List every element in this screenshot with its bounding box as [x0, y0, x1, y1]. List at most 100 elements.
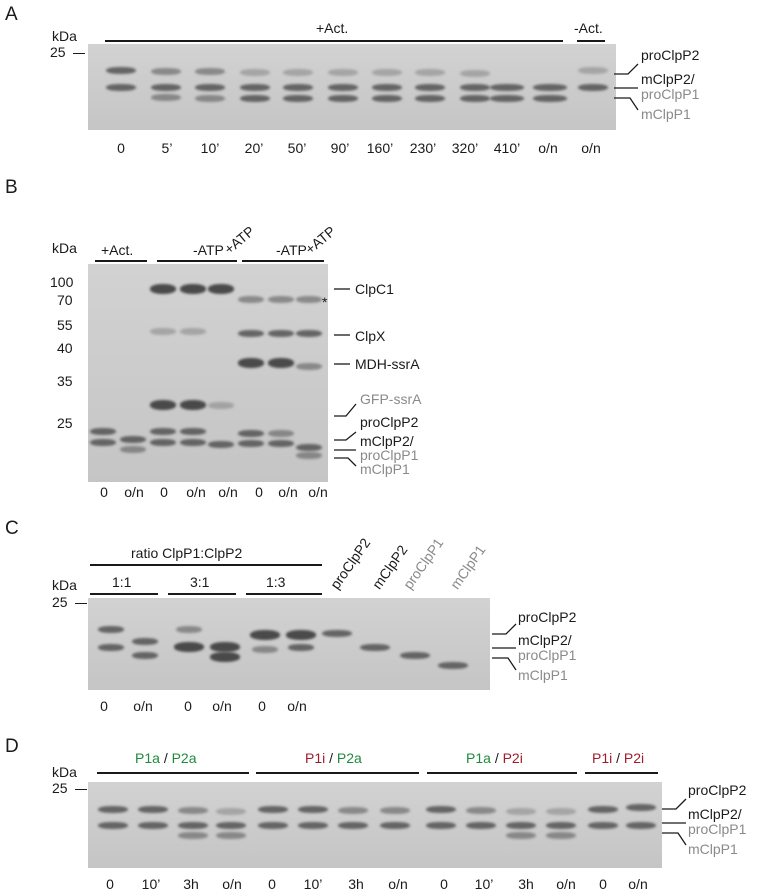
- label-clpx: ClpX: [355, 328, 386, 344]
- lane-label: o/n: [628, 876, 648, 892]
- lane-label: 230’: [409, 140, 437, 156]
- lane-label: 10’: [303, 876, 323, 892]
- lane-label: o/n: [212, 698, 232, 714]
- marker-tick-d: [75, 789, 87, 790]
- group-2-p1: P1i: [305, 750, 326, 766]
- lane-label: 0: [599, 876, 607, 892]
- lane-label: 10’: [474, 876, 494, 892]
- group-1-p2: P2a: [171, 750, 197, 766]
- lane-label: o/n: [388, 876, 408, 892]
- group-3-sep: /: [494, 750, 499, 766]
- ratio-3-1: 3:1: [190, 574, 210, 590]
- marker-100: 100: [50, 274, 74, 290]
- lane-label: o/n: [287, 698, 307, 714]
- label-proclpp2-d: proClpP2: [688, 782, 747, 798]
- header-bar-act-a: [105, 40, 563, 42]
- lane-label: 0: [440, 876, 448, 892]
- lane-label: 0: [117, 140, 125, 156]
- label-proclpp1-d: proClpP1: [688, 821, 747, 837]
- lane-label: 0: [106, 876, 114, 892]
- lane-label: 10’: [141, 876, 161, 892]
- label-mclpp2-d: mClpP2/: [688, 806, 742, 822]
- group-bar-4: [585, 772, 658, 774]
- lane-label: 3h: [348, 876, 364, 892]
- lane-label: 0: [268, 876, 276, 892]
- label-proclpp2-b: proClpP2: [360, 414, 419, 430]
- group-1-sep: /: [163, 750, 168, 766]
- group-3-p1: P1a: [466, 750, 491, 766]
- group-bar-1: [97, 772, 249, 774]
- leader-lines-c: [492, 623, 517, 671]
- leader-lines-b: [334, 288, 357, 467]
- kda-label-c: kDa: [52, 577, 77, 593]
- lane-label: 5’: [161, 140, 173, 156]
- marker-55: 55: [57, 317, 73, 333]
- header-noact-a: -Act.: [574, 20, 603, 36]
- lane-label: 320’: [451, 140, 479, 156]
- group-bar-2: [256, 772, 419, 774]
- leader-lines-a: [614, 63, 639, 111]
- group-1-p1: P1a: [135, 750, 160, 766]
- group-3-p2: P2i: [502, 750, 523, 766]
- lane-label: o/n: [218, 484, 238, 500]
- group-header-2: P1i / P2a: [305, 750, 362, 766]
- lane-label: 160’: [366, 140, 394, 156]
- label-proclpp2-a: proClpP2: [641, 47, 700, 63]
- header-act-b: +Act.: [101, 242, 134, 258]
- leader-lines-d: [662, 798, 687, 846]
- marker-tick-c: [75, 603, 87, 604]
- panel-letter-a: A: [5, 4, 18, 25]
- marker-25-a: 25: [50, 44, 66, 60]
- lane-label: o/n: [538, 140, 558, 156]
- header-atp-minus-2: -ATP: [276, 242, 307, 258]
- marker-25-c: 25: [52, 594, 68, 610]
- lane-label: 0: [255, 484, 263, 500]
- gel-c: [88, 598, 490, 690]
- kda-label-b: kDa: [52, 240, 77, 256]
- rotated-mclpp1: mClpP1: [446, 542, 489, 592]
- lane-label: 0: [258, 698, 266, 714]
- group-bar-3: [427, 772, 577, 774]
- marker-25-b: 25: [57, 415, 73, 431]
- ratio-bar-1-1: [90, 593, 158, 595]
- rotated-proclpp2: proClpP2: [326, 535, 374, 592]
- label-star: *: [322, 294, 328, 310]
- label-proclpp2-c: proClpP2: [518, 609, 577, 625]
- kda-label-d: kDa: [52, 764, 77, 780]
- lane-label: 20’: [244, 140, 264, 156]
- label-proclpp1-b: proClpP1: [360, 447, 419, 463]
- gel-b: [88, 264, 328, 482]
- gel-a: [88, 44, 616, 130]
- group-4-p1: P1i: [592, 750, 613, 766]
- lane-label: 410’: [493, 140, 521, 156]
- label-proclpp1-a: proClpP1: [641, 86, 700, 102]
- lane-label: o/n: [556, 876, 576, 892]
- group-header-1: P1a / P2a: [135, 750, 197, 766]
- group-header-3: P1a / P2i: [466, 750, 523, 766]
- header-bar-noact-a: [577, 40, 605, 42]
- lane-label: o/n: [308, 484, 328, 500]
- lane-label: o/n: [186, 484, 206, 500]
- group-2-sep: /: [329, 750, 334, 766]
- ratio-bar-3-1: [168, 593, 236, 595]
- kda-label-a: kDa: [52, 28, 77, 44]
- ratio-1-1: 1:1: [112, 574, 132, 590]
- lane-label: 90’: [330, 140, 350, 156]
- lane-label: o/n: [222, 876, 242, 892]
- header-act-a: +Act.: [316, 20, 349, 36]
- lane-label: o/n: [278, 484, 298, 500]
- lane-label: 0: [160, 484, 168, 500]
- lane-label: 3h: [518, 876, 534, 892]
- header-bar-act-b: [95, 260, 147, 262]
- panel-letter-b: B: [5, 177, 18, 198]
- panel-letter-c: C: [5, 518, 19, 539]
- header-bar-atp-2: [242, 260, 324, 262]
- group-2-p2: P2a: [336, 750, 362, 766]
- ratio-bar: [90, 564, 322, 566]
- marker-tick-a: [73, 53, 85, 54]
- label-proclpp1-c: proClpP1: [518, 647, 577, 663]
- ratio-title: ratio ClpP1:ClpP2: [131, 545, 243, 561]
- marker-40: 40: [57, 340, 73, 356]
- lane-label: 0: [184, 698, 192, 714]
- header-bar-atp-1: [157, 260, 237, 262]
